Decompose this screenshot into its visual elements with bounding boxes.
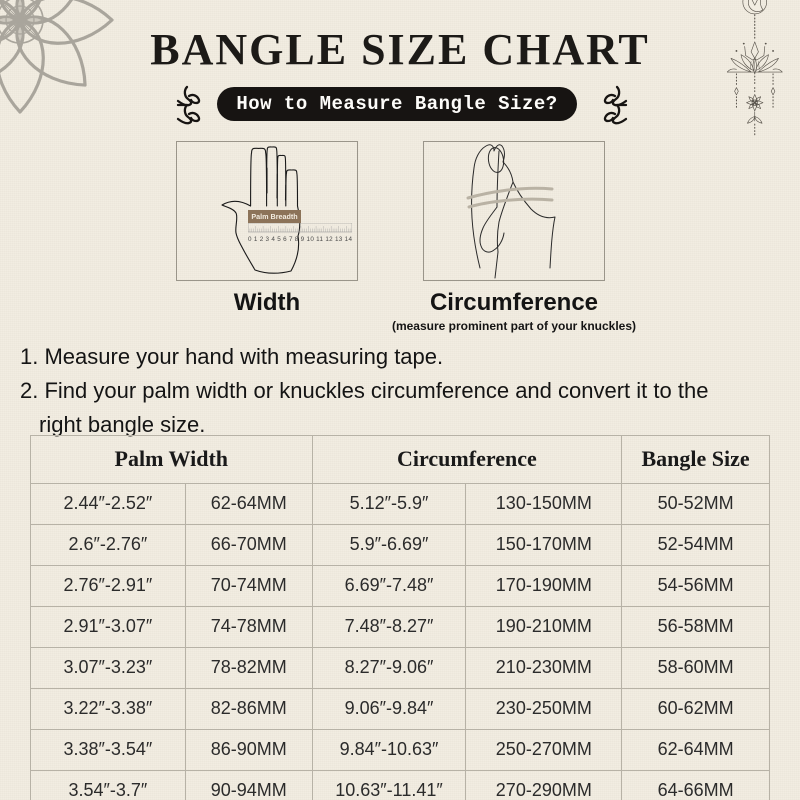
svg-text:0 1 2 3 4 5 6 7 8 9 10 11 12 1: 0 1 2 3 4 5 6 7 8 9 10 11 12 13 14 xyxy=(248,236,352,243)
